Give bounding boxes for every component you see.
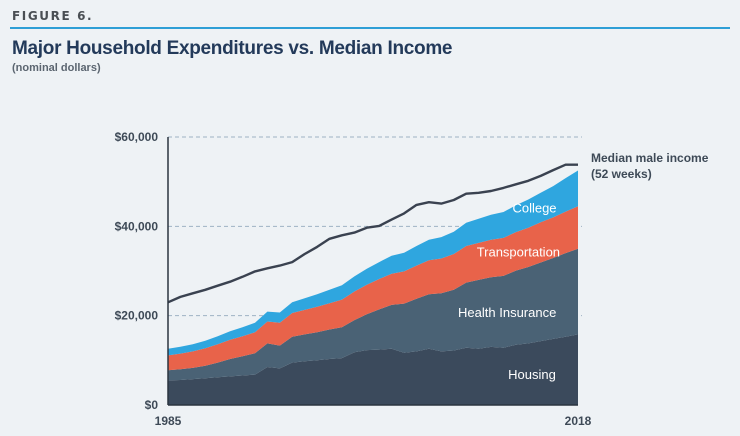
area-health-insurance (168, 248, 578, 381)
area-label-college: College (512, 201, 556, 216)
y-tick-label: $20,000 (115, 309, 159, 323)
y-tick-label: $60,000 (115, 130, 159, 144)
x-tick-label: 2018 (565, 414, 592, 428)
median-income-line (167, 163, 578, 304)
area-transportation (168, 206, 578, 371)
median-income-label: Median male income (52 weeks) (591, 151, 709, 181)
x-tick-label: 1985 (155, 414, 182, 428)
median-income-label-line: (52 weeks) (591, 167, 652, 181)
label-layer: Median male income (52 weeks) College Trans… (458, 151, 709, 382)
area-label-housing: Housing (508, 367, 556, 382)
area-layer (168, 170, 578, 405)
axis-layer: $0 $20,000 $40,000 $60,000 1985 2018 (115, 130, 592, 428)
header-rule (10, 27, 730, 29)
area-label-transportation: Transportation (477, 244, 560, 259)
line-layer (167, 163, 578, 304)
area-housing (168, 334, 578, 405)
y-tick-label: $0 (145, 398, 159, 412)
area-label-health-insurance: Health Insurance (458, 305, 556, 320)
chart-title: Major Household Expenditures vs. Median … (12, 38, 453, 59)
y-tick-label: $40,000 (115, 219, 159, 233)
figure-label: FIGURE 6. (12, 9, 94, 23)
chart-subtitle: (nominal dollars) (12, 62, 101, 74)
median-income-label-line: Median male income (591, 151, 709, 165)
